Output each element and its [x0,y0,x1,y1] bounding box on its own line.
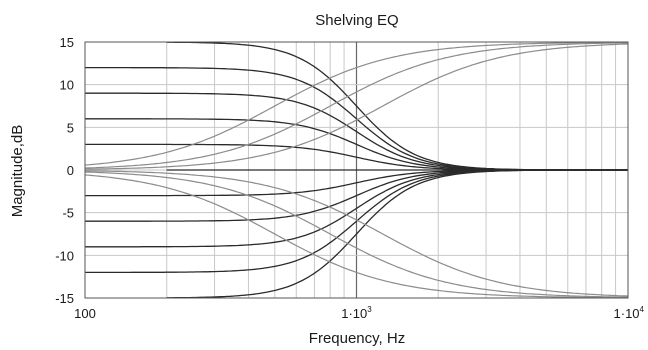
y-tick-label: 5 [67,120,74,135]
x-axis-label: Frequency, Hz [309,330,405,347]
series-line [84,42,629,169]
series-line [84,41,628,166]
x-tick-label: 100 [74,306,96,321]
y-tick-label: -10 [55,248,74,263]
y-ticks: 15 10 5 0 -5 -10 -15 [55,35,74,306]
series-line [166,169,628,299]
plot-frame [84,41,629,299]
y-tick-label: -15 [55,291,74,306]
x-tick-label: 1·104 [614,305,645,321]
x-ticks: 100 1·103 1·104 [74,305,644,321]
series-line [84,170,629,297]
series-line [84,43,629,170]
y-tick-label: -5 [62,206,74,221]
y-tick-label: 10 [60,78,74,93]
curves [84,41,629,299]
x-tick-label: 1·103 [341,305,372,321]
series-line [84,174,628,299]
series-line [84,171,629,298]
chart-title: Shelving EQ [315,12,398,29]
series-line [166,41,628,171]
y-tick-label: 0 [67,163,74,178]
y-tick-label: 15 [60,35,74,50]
y-axis-label: Magnitude,dB [9,125,26,218]
